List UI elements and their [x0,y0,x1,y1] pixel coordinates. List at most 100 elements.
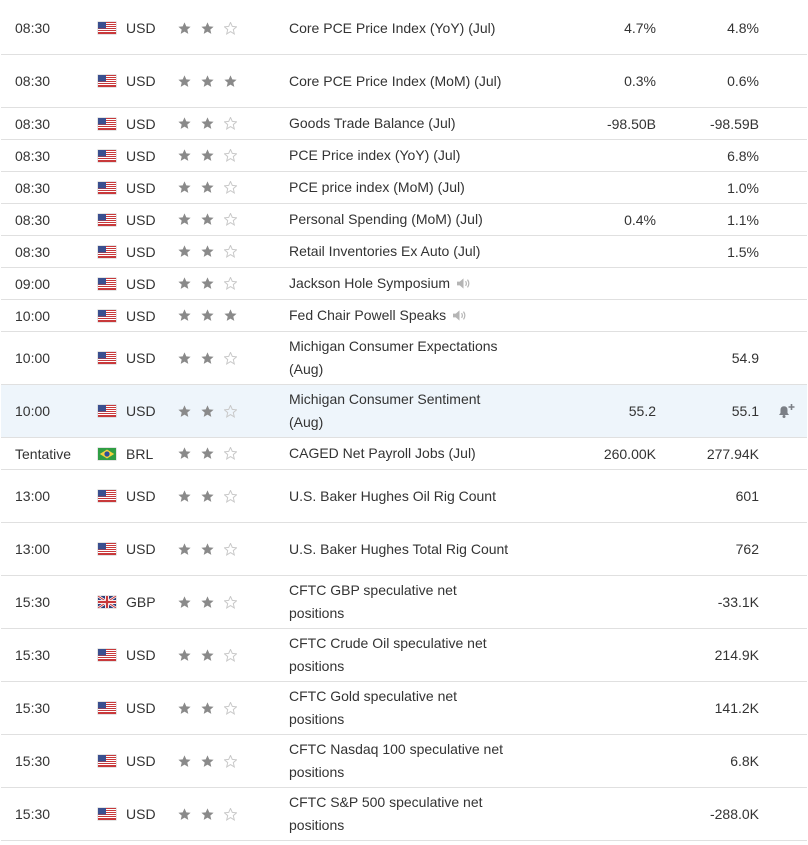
event-name-wrap[interactable]: Michigan Consumer Sentiment (Aug) [289,388,514,434]
event-name-wrap[interactable]: Core PCE Price Index (MoM) (Jul) [289,70,501,93]
table-row[interactable]: Tentative BRL CAGED Net Payroll Jobs (Jul)… [1,438,807,470]
event-name-text[interactable]: Retail Inventories Ex Auto (Jul) [289,243,481,259]
event-name-wrap[interactable]: Retail Inventories Ex Auto (Jul) [289,240,480,263]
table-row[interactable]: 08:30 USD PCE price index (MoM) (Jul) 1.0% [1,172,807,204]
table-row[interactable]: 15:30 GBP CFTC GBP speculative net positio… [1,576,807,629]
importance-stars [178,300,248,331]
event-time: 15:30 [15,753,51,769]
event-name-text[interactable]: CFTC S&P 500 speculative net positions [289,794,483,833]
event-name-text[interactable]: CFTC GBP speculative net positions [289,582,457,621]
event-name[interactable]: CFTC Crude Oil speculative net positions [289,629,514,681]
event-name-wrap[interactable]: U.S. Baker Hughes Total Rig Count [289,538,508,561]
star-empty-icon [224,595,237,609]
table-row[interactable]: 13:00 USD U.S. Baker Hughes Oil Rig Count 6… [1,470,807,523]
event-name[interactable]: CFTC GBP speculative net positions [289,576,514,628]
event-name[interactable]: Retail Inventories Ex Auto (Jul) [289,236,514,267]
event-name[interactable]: U.S. Baker Hughes Oil Rig Count [289,470,514,522]
event-name[interactable]: PCE Price index (YoY) (Jul) [289,140,514,171]
table-row[interactable]: 08:30 USD Goods Trade Balance (Jul) -98.50B… [1,108,807,140]
event-time: 10:00 [15,403,51,419]
actual-value [541,140,656,171]
event-name[interactable]: Jackson Hole Symposium [289,268,514,299]
table-row[interactable]: 08:30 USD Personal Spending (MoM) (Jul) 0.4… [1,204,807,236]
event-name[interactable]: Goods Trade Balance (Jul) [289,108,514,139]
star-filled-icon [178,149,191,161]
table-row[interactable]: 15:30 USD CFTC Crude Oil speculative net p… [1,629,807,682]
event-name-wrap[interactable]: Fed Chair Powell Speaks [289,304,467,327]
event-name-wrap[interactable]: Jackson Hole Symposium [289,272,471,295]
currency-code: USD [126,403,156,419]
star-filled-icon [178,277,191,289]
star-empty-icon [224,489,237,503]
table-row[interactable]: 10:00 USD Fed Chair Powell Speaks [1,300,807,332]
forecast-value: -98.59B [709,115,759,132]
event-name-text[interactable]: Fed Chair Powell Speaks [289,307,447,323]
event-name[interactable]: U.S. Baker Hughes Total Rig Count [289,523,514,575]
actual-value [541,268,656,299]
event-name[interactable]: Core PCE Price Index (MoM) (Jul) [289,55,514,107]
table-row[interactable]: 15:30 USD CFTC S&P 500 speculative net pos… [1,788,807,841]
event-name-wrap[interactable]: Core PCE Price Index (YoY) (Jul) [289,17,495,40]
event-name-text[interactable]: Core PCE Price Index (YoY) (Jul) [289,19,496,36]
star-filled-icon [201,74,214,87]
table-row[interactable]: 10:00 USD Michigan Consumer Expectations (… [1,332,807,385]
event-name[interactable]: Fed Chair Powell Speaks [289,300,514,331]
table-row[interactable]: 10:00 USD Michigan Consumer Sentiment (Aug… [1,385,807,438]
star-filled-icon [201,149,214,161]
event-name-text[interactable]: Michigan Consumer Sentiment (Aug) [289,391,481,430]
event-name-wrap[interactable]: Goods Trade Balance (Jul) [289,112,456,135]
event-name-text[interactable]: Jackson Hole Symposium [289,275,451,291]
event-name-text[interactable]: U.S. Baker Hughes Oil Rig Count [289,487,496,504]
event-name-wrap[interactable]: CFTC Nasdaq 100 speculative net position… [289,738,514,784]
bell-plus-icon[interactable] [775,385,797,437]
event-name[interactable]: Core PCE Price Index (YoY) (Jul) [289,2,514,54]
event-name-wrap[interactable]: PCE price index (MoM) (Jul) [289,176,465,199]
event-name-wrap[interactable]: CAGED Net Payroll Jobs (Jul) [289,442,476,465]
event-time: 08:30 [15,179,51,196]
event-name[interactable]: CAGED Net Payroll Jobs (Jul) [289,438,514,469]
event-name-text[interactable]: CFTC Nasdaq 100 speculative net position… [289,741,503,780]
event-name-wrap[interactable]: PCE Price index (YoY) (Jul) [289,144,460,167]
importance-stars [178,735,248,787]
event-name-text[interactable]: Goods Trade Balance (Jul) [289,115,456,131]
table-row[interactable]: 13:00 USD U.S. Baker Hughes Total Rig Coun… [1,523,807,576]
event-name-text[interactable]: Personal Spending (MoM) (Jul) [289,211,483,227]
importance-stars [178,332,248,384]
event-name-text[interactable]: Michigan Consumer Expectations (Aug) [289,338,498,377]
event-time: 15:30 [15,647,51,663]
table-row[interactable]: 15:30 USD CFTC Gold speculative net positi… [1,682,807,735]
forecast-value: -288.0K [709,806,759,822]
table-row[interactable]: 08:30 USD Retail Inventories Ex Auto (Jul)… [1,236,807,268]
table-row[interactable]: 08:30 USD Core PCE Price Index (YoY) (Jul)… [1,2,807,55]
event-name-text[interactable]: CFTC Gold speculative net positions [289,688,458,727]
event-name-text[interactable]: U.S. Baker Hughes Total Rig Count [289,540,509,557]
event-name[interactable]: Personal Spending (MoM) (Jul) [289,204,514,235]
event-name[interactable]: CFTC Nasdaq 100 speculative net position… [289,735,514,787]
table-row[interactable]: 15:30 USD CFTC Nasdaq 100 speculative net … [1,735,807,788]
event-name[interactable]: CFTC Gold speculative net positions [289,682,514,734]
event-name[interactable]: Michigan Consumer Sentiment (Aug) [289,385,514,437]
event-name-wrap[interactable]: U.S. Baker Hughes Oil Rig Count [289,485,496,508]
event-name-wrap[interactable]: CFTC S&P 500 speculative net positions [289,791,514,837]
forecast-value: 54.9 [731,350,759,366]
event-name-wrap[interactable]: CFTC Gold speculative net positions [289,685,514,731]
table-row[interactable]: 08:30 USD PCE Price index (YoY) (Jul) 6.8% [1,140,807,172]
event-name-text[interactable]: CFTC Crude Oil speculative net positions [289,635,487,674]
event-name-text[interactable]: PCE price index (MoM) (Jul) [289,179,465,195]
event-name[interactable]: Michigan Consumer Expectations (Aug) [289,332,514,384]
event-name-text[interactable]: Core PCE Price Index (MoM) (Jul) [289,72,502,89]
event-name-wrap[interactable]: Personal Spending (MoM) (Jul) [289,208,483,231]
event-name[interactable]: PCE price index (MoM) (Jul) [289,172,514,203]
star-filled-icon [178,213,191,225]
event-name-wrap[interactable]: CFTC GBP speculative net positions [289,579,514,625]
event-name-text[interactable]: CAGED Net Payroll Jobs (Jul) [289,445,476,461]
table-row[interactable]: 09:00 USD Jackson Hole Symposium [1,268,807,300]
event-name-text[interactable]: PCE Price index (YoY) (Jul) [289,147,461,163]
table-row[interactable]: 08:30 USD Core PCE Price Index (MoM) (Jul)… [1,55,807,108]
event-name[interactable]: CFTC S&P 500 speculative net positions [289,788,514,840]
event-name-wrap[interactable]: CFTC Crude Oil speculative net positions [289,632,514,678]
event-time: 08:30 [15,211,51,228]
event-name-wrap[interactable]: Michigan Consumer Expectations (Aug) [289,335,514,381]
star-filled-icon [201,309,214,321]
importance-stars [178,268,248,299]
